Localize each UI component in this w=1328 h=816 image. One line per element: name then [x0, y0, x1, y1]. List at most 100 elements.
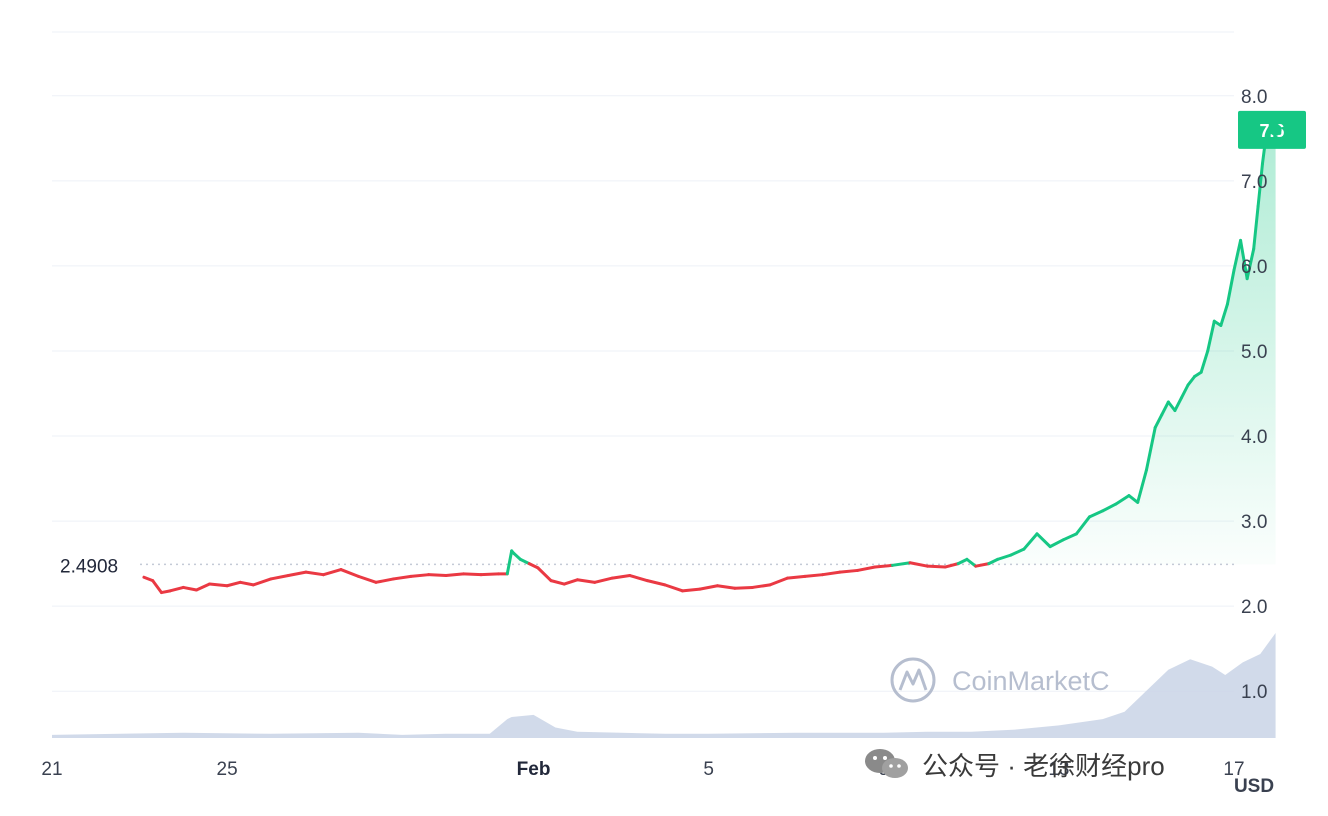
last-price-point: [1269, 123, 1282, 136]
price-segment-up: [1206, 319, 1216, 353]
price-segment-up: [1232, 238, 1243, 272]
price-segment-down: [820, 570, 842, 577]
price-segment-down: [536, 566, 553, 583]
price-segment-up: [996, 553, 1013, 561]
price-segment-down: [527, 562, 540, 570]
y-tick-label: 1.0: [1241, 682, 1267, 703]
x-tick-label: 17: [1223, 759, 1244, 780]
price-segment-down: [803, 573, 824, 578]
price-segment-down: [549, 579, 566, 586]
price-segment-down: [715, 584, 737, 590]
price-segment-up: [1048, 538, 1065, 549]
price-segment-up: [1239, 238, 1249, 281]
price-segment-down: [873, 563, 895, 569]
price-segment-up: [1136, 468, 1148, 504]
y-tick-label: 2.0: [1241, 597, 1267, 618]
price-segment-down: [286, 570, 308, 578]
price-segment-up: [1245, 247, 1256, 281]
y-tick-label: 4.0: [1241, 427, 1267, 448]
y-tick-label: 6.0: [1241, 257, 1267, 278]
price-segment-down: [926, 564, 947, 569]
price-segment-down: [225, 580, 242, 588]
y-axis: 8.0 7.0 6.0 5.0 4.0 3.0 2.0 1.0: [1241, 87, 1267, 703]
y-tick-label: 3.0: [1241, 512, 1267, 533]
price-segment-up: [1009, 547, 1026, 557]
price-segment-down: [750, 583, 772, 589]
price-segment-down: [151, 579, 163, 595]
price-segment-down: [168, 585, 185, 593]
price-segment-down: [663, 583, 684, 593]
price-segment-down: [974, 562, 991, 568]
price-segment-down: [908, 561, 930, 568]
price-segment-up: [518, 557, 531, 566]
price-segment-up: [1153, 413, 1164, 430]
price-segment-up: [1199, 349, 1210, 374]
price-segment-down: [142, 575, 155, 583]
y-tick-label: 8.0: [1241, 87, 1267, 108]
price-segment-up: [1179, 383, 1190, 400]
x-tick-label: 13: [1048, 759, 1069, 780]
coinmarketcap-logo-mark: [898, 668, 928, 691]
price-segment-down: [426, 573, 448, 578]
volume-area-shape: [52, 633, 1276, 738]
price-segment-up: [1186, 374, 1197, 387]
price-segment-up: [1088, 509, 1105, 519]
coinmarketcap-watermark: CoinMarketC: [890, 657, 1110, 703]
watermark-text: CoinMarketC: [952, 666, 1110, 696]
price-segment-down: [838, 568, 860, 574]
price-segment-up: [505, 549, 514, 576]
price-segment-down: [768, 576, 789, 587]
x-tick-label: 21: [41, 759, 62, 780]
price-segment-down: [269, 574, 290, 581]
price-segment-up: [891, 561, 912, 567]
x-tick-label: 25: [217, 759, 238, 780]
price-segment-down: [321, 568, 343, 577]
price-segment-up: [1173, 396, 1183, 413]
price-segment-up: [1166, 400, 1177, 413]
price-segment-down: [356, 574, 378, 584]
wechat-icon: [865, 749, 908, 778]
price-segment-up: [1035, 532, 1052, 549]
price-segment-up: [1127, 494, 1140, 504]
price-segment-down: [680, 587, 702, 593]
price-segment-down: [479, 572, 501, 577]
price-segment-up: [1074, 515, 1092, 536]
price-segment-up: [956, 557, 969, 566]
price-segment-down: [785, 574, 807, 580]
price-segment-down: [251, 577, 273, 587]
price-segment-up: [965, 557, 978, 568]
price-segment-down: [462, 572, 483, 577]
price-area-up: [511, 117, 1276, 565]
price-segment-down: [733, 585, 754, 590]
wechat-footer: 公众号 · 老徐财经pro: [865, 749, 1165, 781]
price-segment-down: [856, 565, 877, 572]
y-tick-label: 5.0: [1241, 342, 1267, 363]
price-segment-down: [181, 585, 198, 592]
price-segment-down: [943, 562, 960, 569]
price-segment-down: [194, 582, 212, 592]
currency-unit: USD: [1234, 776, 1274, 797]
price-segment-down: [444, 572, 466, 578]
price-segment-down: [628, 574, 649, 583]
price-segment-up: [1114, 494, 1131, 506]
price-segment-down: [409, 573, 430, 578]
price-area-fill: [511, 117, 1276, 565]
price-segment-down: [593, 576, 614, 584]
price-segment-down: [698, 584, 719, 591]
footer-label: 公众号 · 老徐财经pro: [922, 751, 1165, 781]
price-segment-down: [575, 578, 597, 584]
price-segment-up: [1061, 532, 1078, 542]
price-segment-up: [1225, 268, 1236, 306]
price-segment-down: [610, 574, 632, 580]
volume-area: [52, 633, 1276, 738]
price-segment-down: [562, 578, 579, 586]
price-segment-down: [208, 582, 229, 588]
grid-lines: [52, 31, 1234, 692]
price-segment-up: [1160, 400, 1170, 417]
price-segment-down: [339, 568, 360, 578]
price-segment-up: [1144, 426, 1157, 472]
price-segment-up: [1022, 532, 1039, 551]
coinmarketcap-logo-icon: [890, 657, 936, 703]
x-tick-label: Feb: [517, 759, 551, 780]
